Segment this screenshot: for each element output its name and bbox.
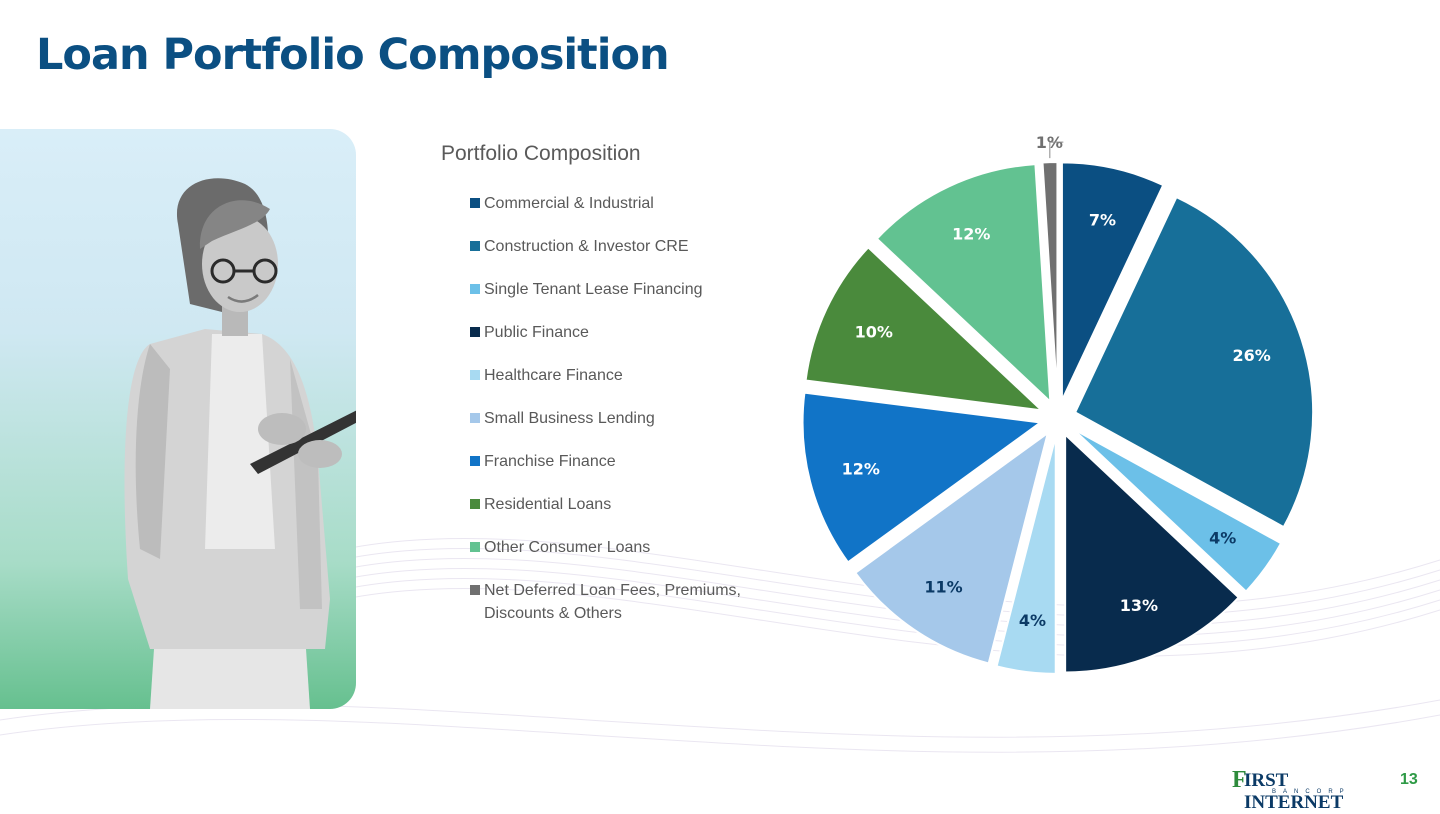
chart-title: Portfolio Composition [441, 142, 641, 165]
pie-slice [801, 391, 1044, 564]
pie-slice [853, 430, 1050, 665]
legend-label: Small Business Lending [484, 410, 655, 427]
legend-label: Public Finance [484, 324, 589, 341]
legend-swatch [470, 284, 480, 294]
slide-title: Loan Portfolio Composition [36, 30, 670, 80]
slice-data-label: 4% [1019, 611, 1046, 630]
logo-subtitle: BANCORP [1272, 789, 1351, 795]
pie-slice [995, 435, 1057, 675]
legend-item: Commercial & Industrial [470, 192, 770, 235]
page-number: 13 [1400, 771, 1418, 788]
legend-swatch [470, 198, 480, 208]
legend-label: Net Deferred Loan Fees, Premiums, Discou… [484, 582, 741, 622]
legend-swatch [470, 585, 480, 595]
legend-swatch [470, 456, 480, 466]
slice-data-label: 12% [952, 225, 990, 244]
legend-label: Residential Loans [484, 496, 612, 513]
photo-panel [0, 129, 356, 709]
legend-label: Other Consumer Loans [484, 539, 651, 556]
slice-data-label: 10% [855, 322, 893, 341]
pie-slice [1071, 427, 1283, 593]
pie-slice [804, 246, 1045, 412]
slice-data-label: 13% [1120, 596, 1158, 615]
slice-data-label: 1% [1036, 133, 1063, 152]
legend-item: Single Tenant Lease Financing [470, 278, 770, 321]
slice-data-label: 12% [842, 460, 880, 479]
pie-slice [1064, 432, 1241, 674]
legend-item: Small Business Lending [470, 407, 770, 450]
legend-item: Healthcare Finance [470, 364, 770, 407]
slice-data-label: 4% [1209, 529, 1236, 548]
pie-slice [875, 163, 1052, 405]
logo-mark: F [1232, 767, 1247, 793]
pie-slice [1073, 195, 1315, 529]
slice-leader-line [1049, 141, 1064, 159]
legend-swatch [470, 499, 480, 509]
pie-slice [1041, 161, 1059, 401]
legend-swatch [470, 542, 480, 552]
legend-item: Franchise Finance [470, 450, 770, 493]
pie-chart: 7% 26% 4% 13% 4% 11% 12% 10% 12% 1% [801, 133, 1315, 675]
legend-label: Single Tenant Lease Financing [484, 281, 703, 298]
legend-label: Construction & Investor CRE [484, 238, 689, 255]
legend-item: Residential Loans [470, 493, 770, 536]
legend-swatch [470, 327, 480, 337]
legend-swatch [470, 370, 480, 380]
slice-data-label: 7% [1089, 210, 1116, 229]
legend-label: Healthcare Finance [484, 367, 623, 384]
legend-item: Net Deferred Loan Fees, Premiums, Discou… [470, 579, 770, 622]
legend-item: Other Consumer Loans [470, 536, 770, 579]
legend-item: Public Finance [470, 321, 770, 364]
slice-data-label: 11% [924, 577, 962, 596]
legend-label: Franchise Finance [484, 453, 616, 470]
legend-swatch [470, 241, 480, 251]
legend-swatch [470, 413, 480, 423]
chart-legend: Commercial & Industrial Construction & I… [470, 192, 770, 622]
logo-name: IRST INTERNET [1244, 770, 1344, 813]
slice-data-label: 26% [1233, 346, 1271, 365]
company-logo: F IRST INTERNET BANCORP [1232, 767, 1380, 813]
woman-with-tablet-photo [124, 178, 356, 709]
pie-slice [1060, 161, 1165, 401]
legend-item: Construction & Investor CRE [470, 235, 770, 278]
legend-label: Commercial & Industrial [484, 195, 654, 212]
